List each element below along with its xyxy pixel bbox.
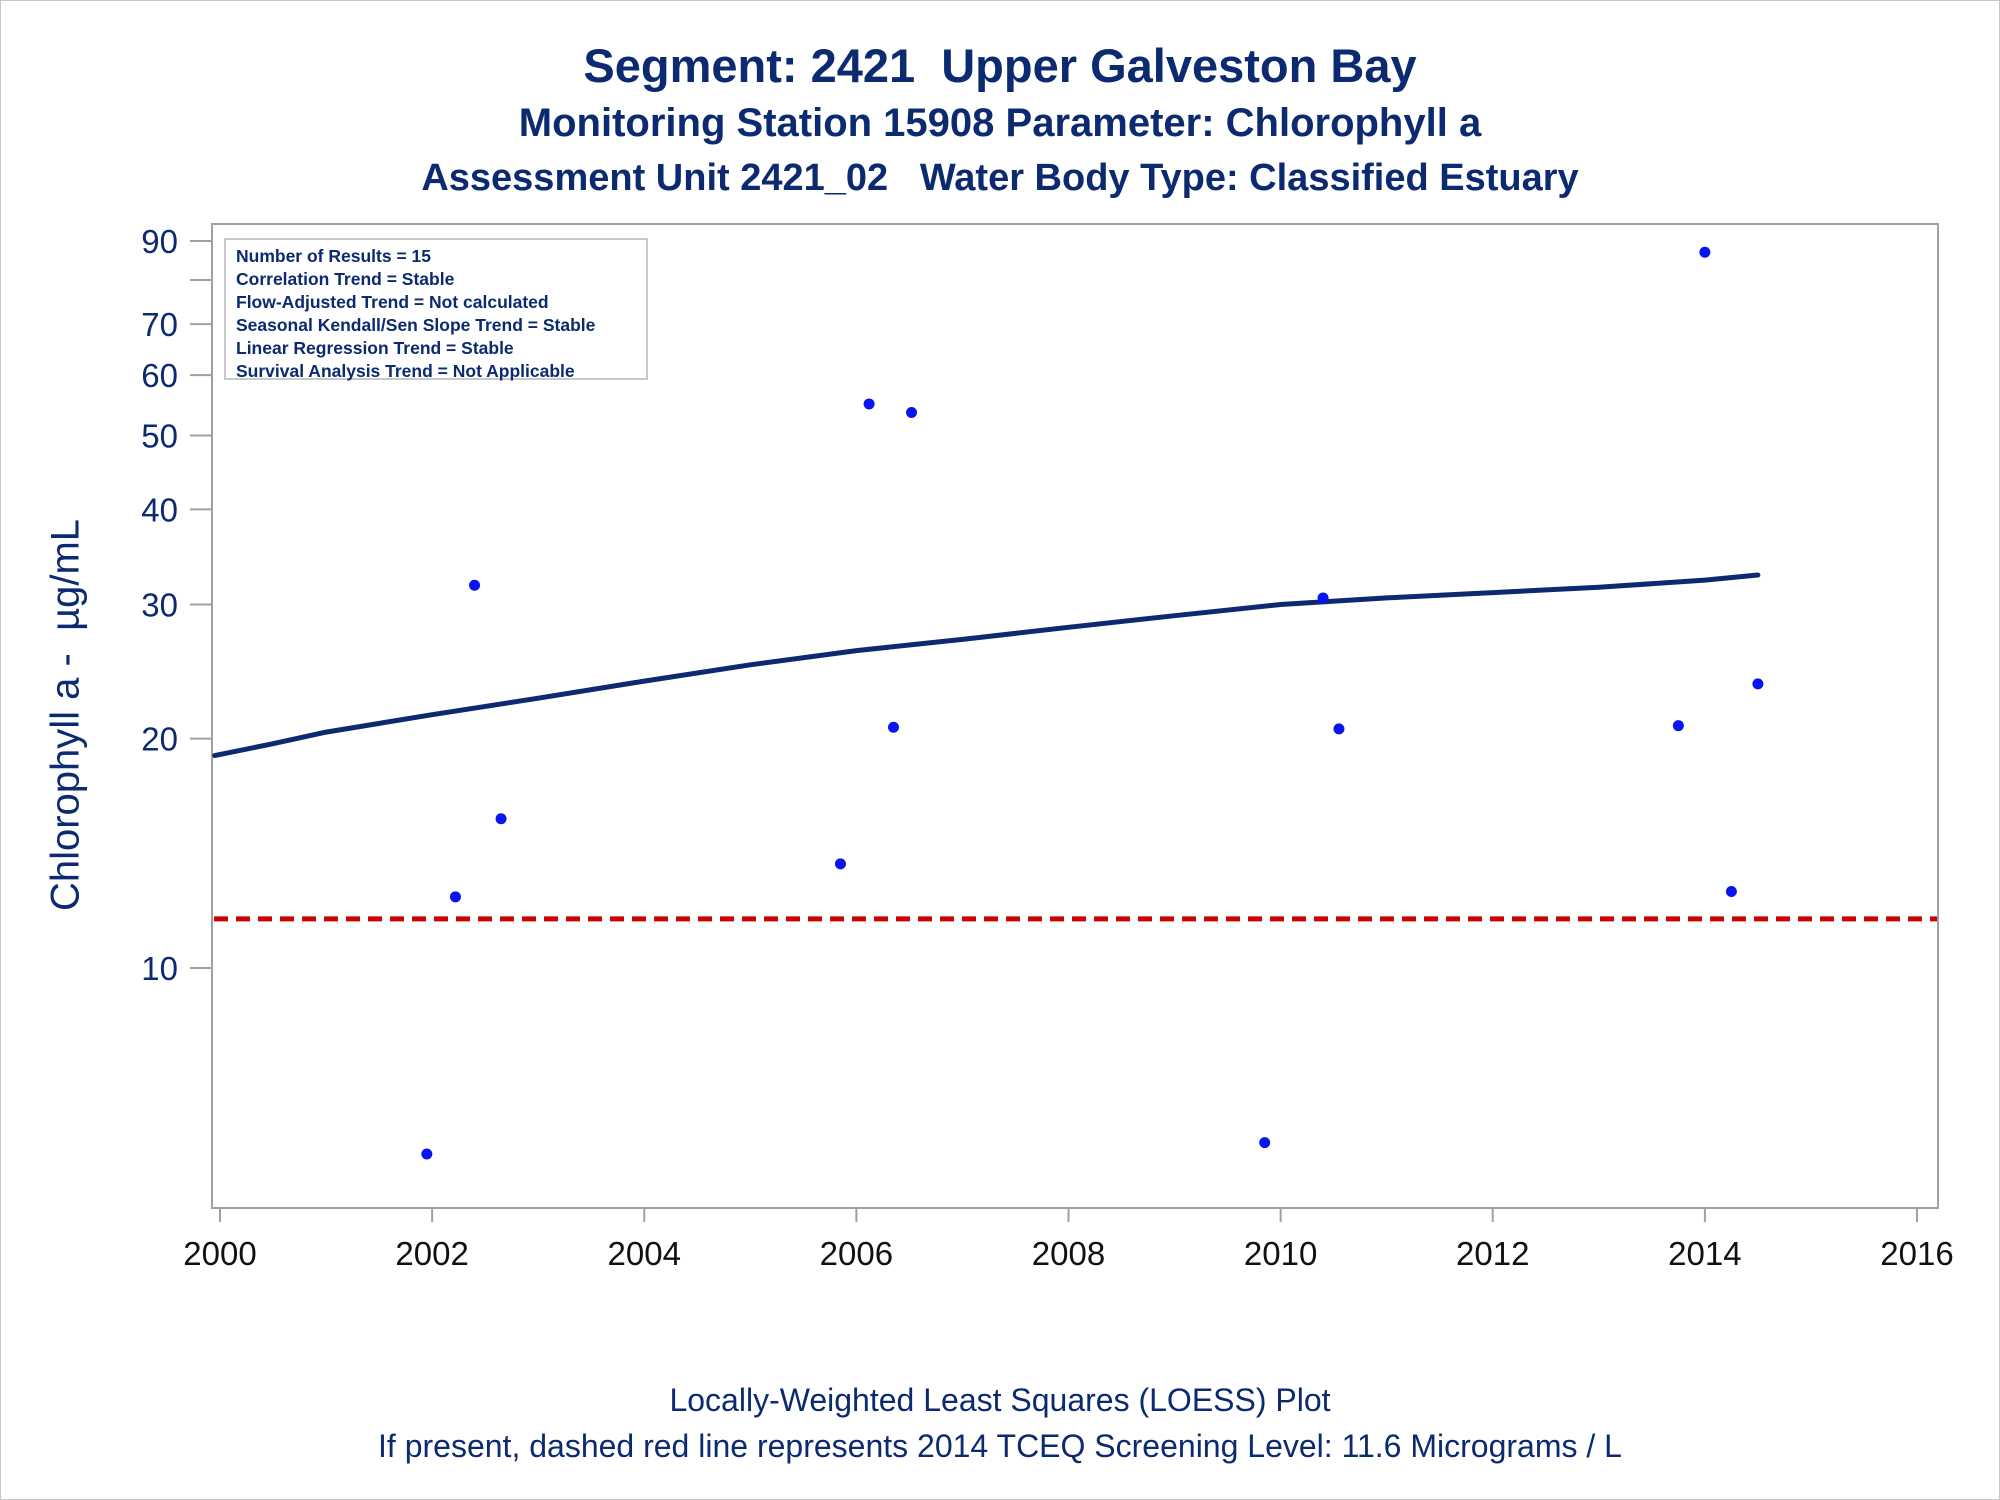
data-point	[449, 891, 461, 903]
x-tick-label: 2008	[1032, 1235, 1105, 1272]
data-points	[421, 246, 1764, 1160]
legend-line: Seasonal Kendall/Sen Slope Trend = Stabl…	[236, 315, 596, 335]
chart-title: Segment: 2421 Upper Galveston Bay	[583, 39, 1417, 92]
data-point	[1752, 678, 1764, 690]
data-point	[906, 406, 918, 418]
data-point	[863, 398, 875, 410]
plot-area	[211, 223, 1939, 1209]
x-tick-label: 2010	[1244, 1235, 1317, 1272]
chart-subtitle: Monitoring Station 15908 Parameter: Chlo…	[518, 101, 1482, 145]
y-tick-label: 20	[141, 721, 178, 758]
y-axis: 10 20 30 40 50 60 70 90	[141, 223, 212, 987]
data-point	[887, 721, 899, 733]
loess-line	[212, 572, 1761, 759]
x-tick-label: 2006	[820, 1235, 893, 1272]
y-tick-label: 50	[141, 417, 178, 454]
y-tick-label: 40	[141, 491, 178, 528]
data-point	[1259, 1137, 1271, 1149]
data-point	[834, 858, 846, 870]
data-point	[1333, 723, 1345, 735]
x-tick-label: 2016	[1880, 1235, 1953, 1272]
y-tick-label: 70	[141, 306, 178, 343]
data-point	[421, 1148, 433, 1160]
x-axis: 2000 2002 2004 2006 2008 2010 2012 2014 2016	[183, 1208, 1954, 1272]
y-tick-label: 10	[141, 950, 178, 987]
legend-line: Survival Analysis Trend = Not Applicable	[236, 361, 575, 381]
footnote-loess: Locally-Weighted Least Squares (LOESS) P…	[669, 1382, 1331, 1418]
data-point	[1699, 246, 1711, 258]
y-tick-label: 90	[141, 223, 178, 260]
legend-line: Number of Results = 15	[236, 246, 431, 266]
trend-legend: Number of Results = 15 Correlation Trend…	[224, 238, 648, 381]
x-tick-label: 2004	[608, 1235, 681, 1272]
x-tick-label: 2000	[183, 1235, 256, 1272]
footnote-screening: If present, dashed red line represents 2…	[378, 1428, 1622, 1464]
legend-line: Flow-Adjusted Trend = Not calculated	[236, 292, 549, 312]
data-point	[1317, 592, 1329, 604]
data-point	[1725, 886, 1737, 898]
x-tick-label: 2014	[1668, 1235, 1741, 1272]
data-point	[495, 813, 507, 825]
y-tick-label: 30	[141, 587, 178, 624]
data-point	[469, 579, 481, 591]
data-point	[1672, 720, 1684, 732]
legend-line: Linear Regression Trend = Stable	[236, 338, 514, 358]
chart-subtitle-2: Assessment Unit 2421_02 Water Body Type:…	[421, 157, 1579, 199]
x-tick-label: 2002	[395, 1235, 468, 1272]
y-tick-label: 60	[141, 357, 178, 394]
legend-line: Correlation Trend = Stable	[236, 269, 455, 289]
x-tick-label: 2012	[1456, 1235, 1529, 1272]
